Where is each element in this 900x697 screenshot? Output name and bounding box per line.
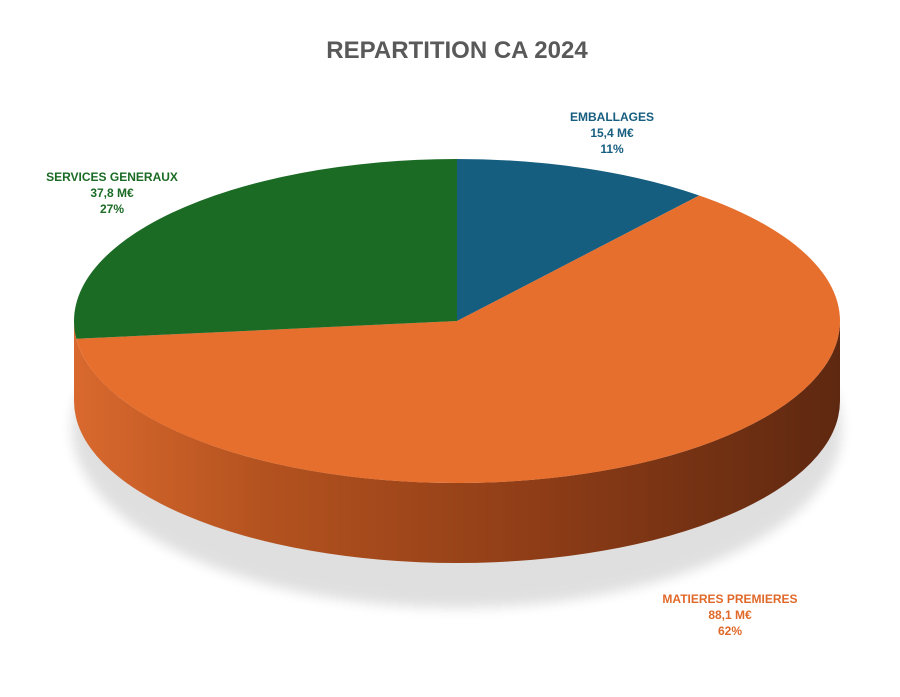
pie-slice-matieres-premieres bbox=[76, 195, 840, 483]
data-label-emballages: EMBALLAGES 15,4 M€ 11% bbox=[570, 110, 654, 156]
pie-slice-services-generaux bbox=[73, 159, 457, 339]
pie-side-wall bbox=[74, 321, 840, 563]
data-label-matieres-premieres: MATIERES PREMIERES 88,1 M€ 62% bbox=[662, 592, 797, 638]
chart-title: REPARTITION CA 2024 bbox=[326, 37, 588, 64]
data-label-services-generaux: SERVICES GENERAUX 37,8 M€ 27% bbox=[46, 170, 178, 216]
pie-slice-emballages bbox=[457, 159, 700, 321]
